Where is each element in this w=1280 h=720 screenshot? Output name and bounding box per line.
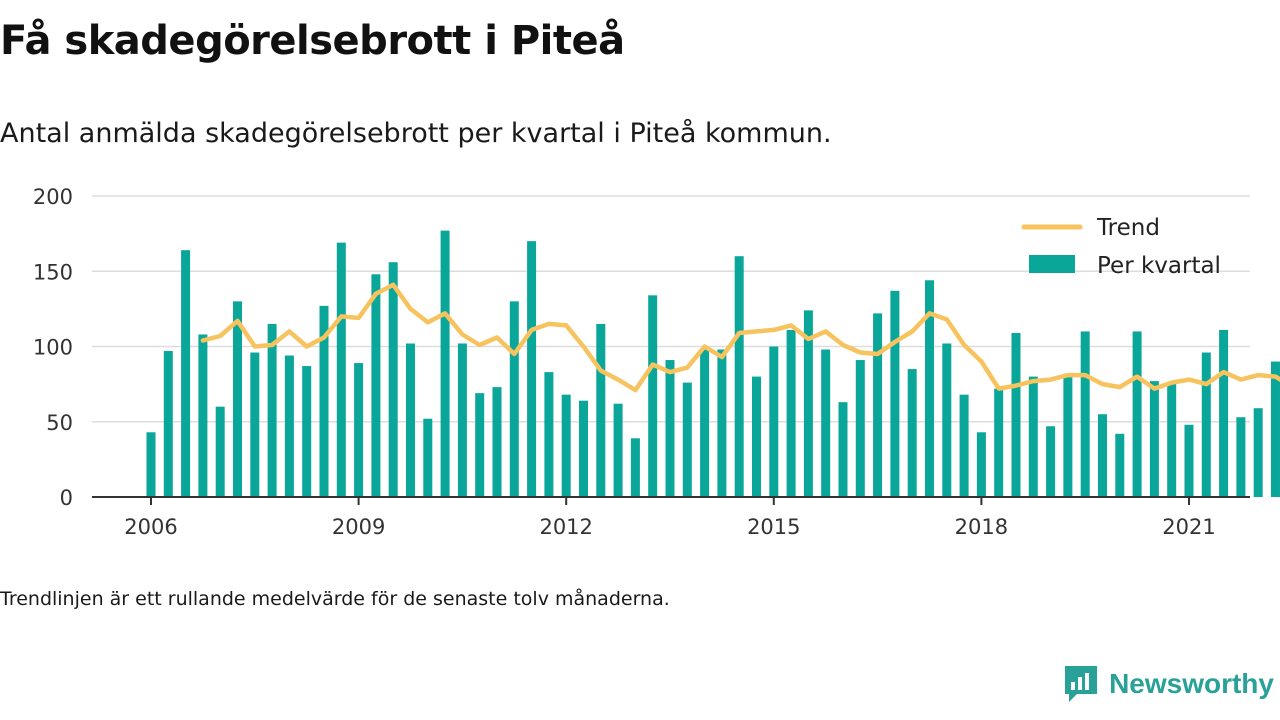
bar [803, 310, 813, 497]
bar [302, 366, 312, 497]
bar [1184, 424, 1194, 497]
bar [388, 262, 398, 497]
bar [336, 242, 346, 497]
bar [267, 323, 277, 497]
bar [1097, 414, 1107, 497]
bars-per-kvartal [146, 230, 1280, 498]
bar [1080, 331, 1090, 497]
bar [544, 372, 554, 497]
bar [319, 305, 329, 497]
chart-subtitle: Antal anmälda skadegörelsebrott per kvar… [0, 118, 832, 149]
bar [1132, 331, 1142, 497]
axes: 2006200920122015201820212024 [92, 496, 1250, 539]
x-tick-label: 2018 [955, 515, 1008, 539]
trend-line [200, 282, 1280, 393]
chart-title: Få skadegörelsebrott i Piteå [0, 18, 625, 64]
legend-bar-swatch [1029, 255, 1075, 273]
bar [578, 400, 588, 497]
bar [250, 352, 260, 497]
trend-line-group [200, 282, 1280, 393]
bar [596, 323, 606, 497]
bar [232, 301, 242, 497]
bar [1270, 361, 1280, 497]
bar [630, 438, 640, 497]
bar [1115, 433, 1125, 497]
legend: Trend Per kvartal [1021, 215, 1221, 279]
bar [665, 360, 675, 497]
bar [924, 280, 934, 497]
brand-logo: Newsworthy [1063, 664, 1274, 704]
bar [682, 382, 692, 497]
bar [475, 393, 485, 497]
x-tick-label: 2021 [1162, 515, 1215, 539]
bar [1167, 382, 1177, 497]
bar [734, 256, 744, 497]
bar [1236, 417, 1246, 497]
bar [561, 394, 571, 497]
bar [942, 343, 952, 497]
bar [215, 406, 225, 497]
bar [284, 355, 294, 497]
newsworthy-logo-icon [1065, 666, 1098, 702]
bar [1149, 381, 1159, 497]
bar [146, 432, 156, 497]
bar [751, 376, 761, 497]
bar [994, 388, 1004, 497]
bar [717, 349, 727, 497]
bar [492, 387, 502, 497]
y-tick-label: 150 [33, 260, 73, 284]
bar [509, 301, 519, 497]
bar [198, 334, 208, 497]
legend-trend-label: Trend [1096, 215, 1160, 241]
y-tick-label: 100 [33, 336, 73, 360]
x-tick-label: 2012 [539, 515, 592, 539]
bar [1201, 352, 1211, 497]
bar [181, 250, 191, 497]
bar [405, 343, 415, 497]
legend-bar-label: Per kvartal [1097, 253, 1221, 279]
bar [786, 329, 796, 497]
bar [527, 241, 537, 497]
bar [648, 295, 658, 497]
y-tick-label: 200 [33, 185, 73, 209]
y-tick-label: 0 [60, 486, 73, 510]
brand-name: Newsworthy [1109, 668, 1274, 699]
bar [1046, 426, 1056, 497]
bar [1253, 408, 1263, 497]
bar [1028, 376, 1038, 497]
bar [1011, 332, 1021, 497]
bar [959, 394, 969, 497]
y-tick-label: 50 [46, 411, 73, 435]
bar [873, 313, 883, 497]
bar [838, 402, 848, 497]
x-tick-label: 2009 [332, 515, 385, 539]
bar [163, 351, 173, 497]
bar [354, 363, 364, 497]
bar [423, 418, 433, 497]
bar [613, 403, 623, 497]
bar [1219, 329, 1229, 497]
bar [769, 346, 779, 497]
bar [855, 360, 865, 497]
x-tick-label: 2015 [747, 515, 800, 539]
bar [976, 432, 986, 497]
bar [700, 349, 710, 497]
bar [1063, 376, 1073, 497]
bar [821, 349, 831, 497]
bar [907, 369, 917, 497]
bar [371, 274, 381, 497]
bar [457, 343, 467, 497]
x-tick-label: 2006 [124, 515, 177, 539]
bar [440, 230, 450, 498]
bar [890, 290, 900, 497]
footnote: Trendlinjen är ett rullande medelvärde f… [0, 588, 670, 610]
